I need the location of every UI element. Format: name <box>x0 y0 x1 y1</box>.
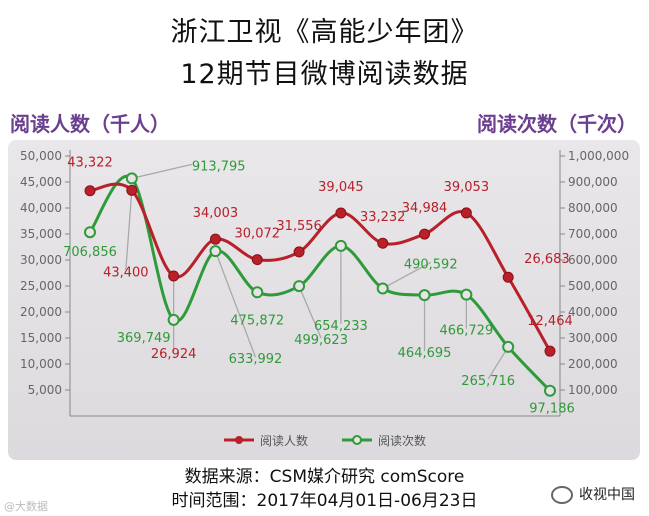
right-axis-title: 阅读次数（千次） <box>477 112 637 136</box>
axis-titles: 阅读人数（千人） 阅读次数（千次） <box>0 104 649 144</box>
data-point-reads <box>418 289 431 302</box>
data-source: 数据来源：CSM媒介研究 comScore <box>184 467 465 487</box>
data-label-readers: 39,053 <box>444 180 490 195</box>
date-range: 时间范围：2017年04月01日-06月23日 <box>171 491 478 511</box>
data-label-reads: 633,992 <box>229 352 283 367</box>
data-point-readers <box>209 233 221 245</box>
data-label-reads: 265,716 <box>461 374 515 389</box>
data-point-reads <box>293 280 306 293</box>
right-tick-label: 300,000 <box>568 331 618 345</box>
left-tick-label: 30,000 <box>20 253 62 267</box>
label-leader-line <box>131 163 192 180</box>
left-tick-label: 25,000 <box>20 279 62 293</box>
watermark-right-text: 收视中国 <box>579 487 635 503</box>
data-point-reads <box>209 245 222 258</box>
right-tick-label: 800,000 <box>568 201 618 215</box>
legend-label-reads: 阅读次数 <box>378 433 426 448</box>
left-axis-title: 阅读人数（千人） <box>10 112 170 136</box>
wechat-icon <box>551 486 573 504</box>
header: 浙江卫视《高能少年团》 12期节目微博阅读数据 <box>0 0 649 100</box>
label-leader-line <box>298 285 322 339</box>
left-tick-label: 45,000 <box>20 175 62 189</box>
data-label-reads: 464,695 <box>398 346 452 361</box>
right-tick-label: 500,000 <box>568 279 618 293</box>
right-tick-label: 100,000 <box>568 383 618 397</box>
left-tick-label: 35,000 <box>20 227 62 241</box>
right-tick-label: 400,000 <box>568 305 618 319</box>
left-tick-label: 5,000 <box>28 383 62 397</box>
data-point-readers <box>84 185 96 197</box>
data-point-reads <box>251 286 264 299</box>
left-tick-label: 20,000 <box>20 305 62 319</box>
left-tick-label: 15,000 <box>20 331 62 345</box>
data-label-readers: 12,464 <box>527 314 573 329</box>
data-label-reads: 475,872 <box>230 313 284 328</box>
chart-subtitle: 12期节目微博阅读数据 <box>180 59 469 90</box>
data-label-reads: 706,856 <box>63 245 117 260</box>
data-point-readers <box>377 237 389 249</box>
data-point-readers <box>251 254 263 266</box>
data-label-reads: 499,623 <box>294 333 348 348</box>
data-point-reads <box>544 384 556 397</box>
data-label-readers: 39,045 <box>318 180 364 195</box>
data-point-readers <box>168 270 180 282</box>
data-point-reads <box>84 226 96 239</box>
data-label-reads: 369,749 <box>117 331 171 346</box>
watermark-left: @大数据 <box>4 500 48 513</box>
label-leader-line <box>487 346 509 380</box>
right-tick-label: 600,000 <box>568 253 618 267</box>
data-label-readers: 26,683 <box>524 252 570 267</box>
data-label-readers: 43,322 <box>67 156 113 171</box>
left-tick-label: 10,000 <box>20 357 62 371</box>
data-point-readers <box>544 345 556 357</box>
right-tick-label: 700,000 <box>568 227 618 241</box>
label-leader-line <box>125 190 133 271</box>
legend-marker-reads <box>352 435 362 445</box>
data-label-reads: 466,729 <box>439 324 493 339</box>
legend-marker-readers <box>235 436 243 444</box>
data-label-readers: 30,072 <box>235 227 281 242</box>
data-point-readers <box>293 246 305 258</box>
data-point-reads <box>502 340 515 353</box>
data-label-reads: 97,186 <box>529 402 575 417</box>
data-point-readers <box>502 271 514 283</box>
data-point-readers <box>419 228 431 240</box>
footer: 数据来源：CSM媒介研究 comScore 时间范围：2017年04月01日-0… <box>0 456 649 516</box>
data-label-readers: 31,556 <box>276 219 322 234</box>
data-point-readers <box>126 184 138 196</box>
legend-label-readers: 阅读人数 <box>260 433 308 448</box>
data-label-readers: 26,924 <box>151 347 197 362</box>
watermark-right: 收视中国 <box>551 484 635 504</box>
label-leader-line <box>214 250 257 358</box>
data-label-readers: 34,003 <box>193 206 239 221</box>
data-label-readers: 34,984 <box>402 201 448 216</box>
data-label-reads: 490,592 <box>404 257 458 272</box>
data-label-reads: 913,795 <box>192 159 246 174</box>
right-tick-label: 1,000,000 <box>568 149 629 163</box>
left-tick-label: 40,000 <box>20 201 62 215</box>
data-point-reads <box>167 313 180 326</box>
data-point-reads <box>460 288 473 301</box>
chart-title: 浙江卫视《高能少年团》 <box>170 17 479 48</box>
plot-area: 5,000 10,000 15,000 20,000 25,000 30,000 35,00… <box>8 140 640 460</box>
data-label-reads: 654,233 <box>314 319 368 334</box>
data-point-reads <box>376 282 389 295</box>
label-leader-line <box>382 261 432 290</box>
left-tick-label: 50,000 <box>20 149 62 163</box>
data-point-reads <box>125 172 138 185</box>
data-point-reads <box>334 239 347 252</box>
series-line-readers <box>89 182 552 352</box>
data-point-readers <box>460 207 472 219</box>
right-tick-label: 200,000 <box>568 357 618 371</box>
data-point-readers <box>335 207 347 219</box>
data-label-readers: 43,400 <box>103 265 149 280</box>
dual-axis-line-chart: 5,000 10,000 15,000 20,000 25,000 30,000 35,00… <box>20 149 629 448</box>
data-label-readers: 33,232 <box>360 210 406 225</box>
right-tick-label: 900,000 <box>568 175 618 189</box>
